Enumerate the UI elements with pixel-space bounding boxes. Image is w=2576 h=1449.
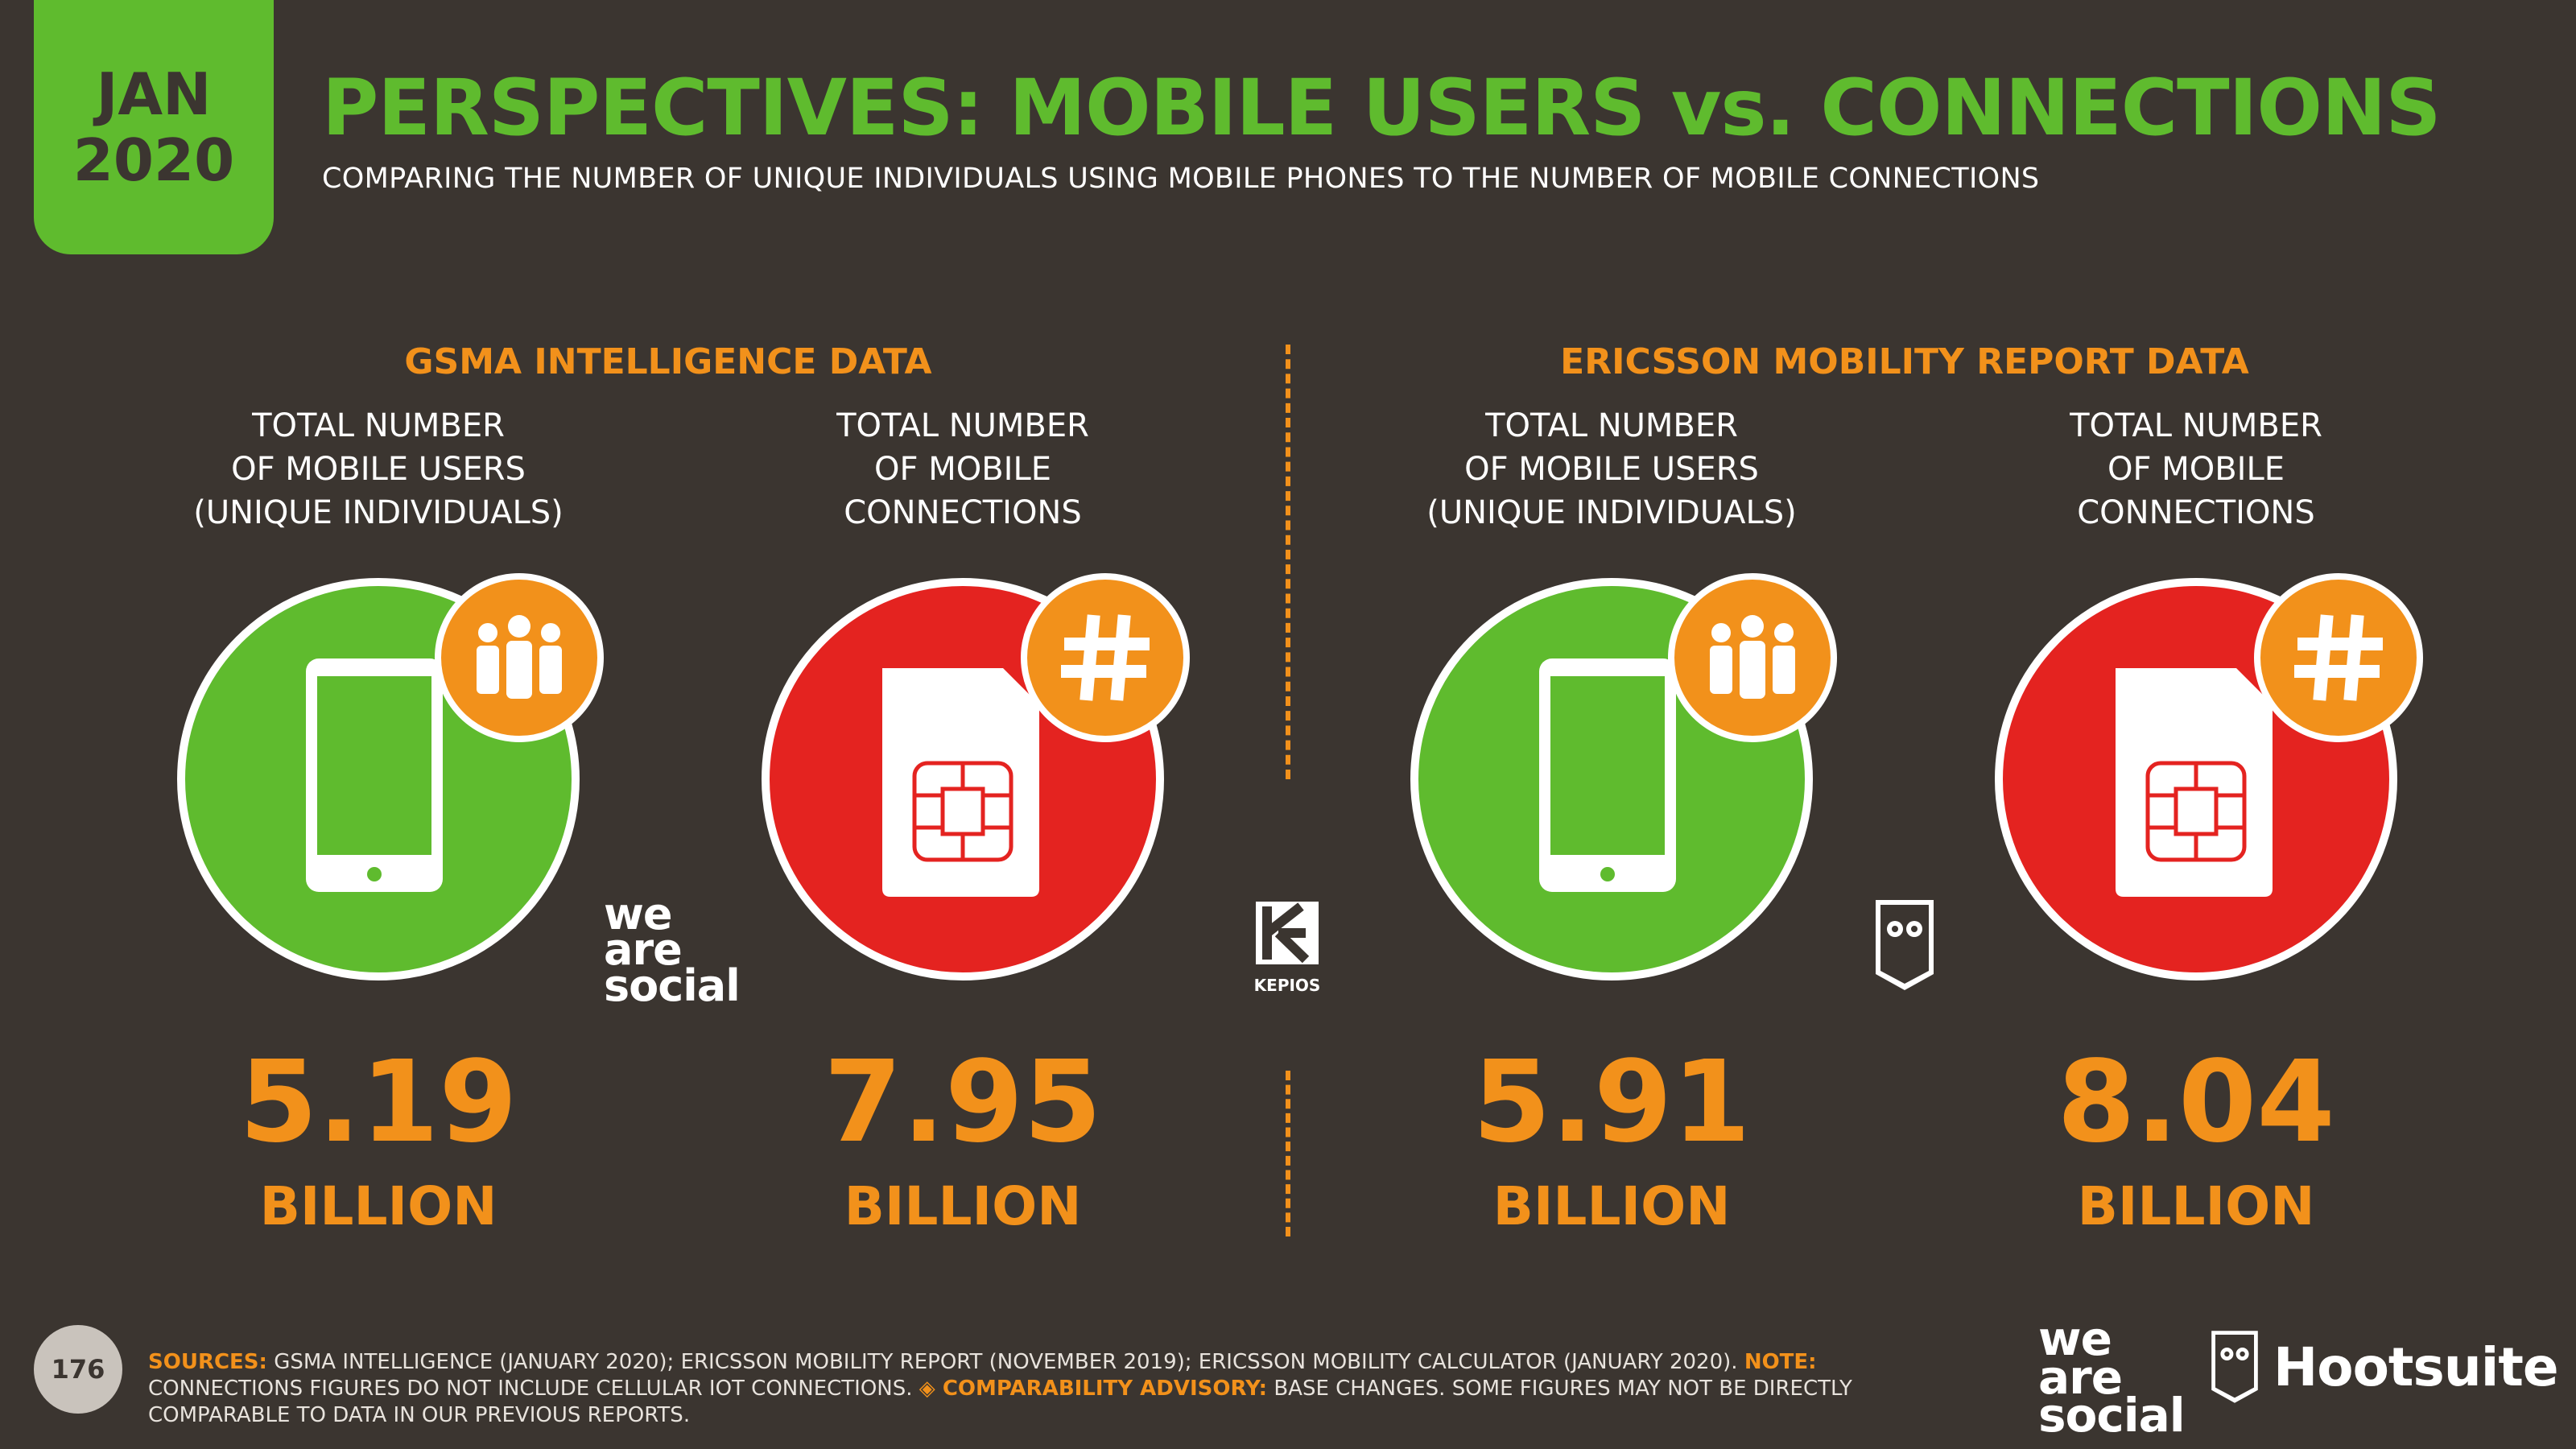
label-line: (UNIQUE INDIVIDUALS): [193, 494, 564, 531]
label-line: OF MOBILE USERS: [1464, 451, 1759, 488]
label-line: OF MOBILE: [874, 451, 1051, 488]
hootsuite-owl-logo: [1872, 897, 1937, 997]
logo-line: social: [2038, 1388, 2186, 1443]
section-heading-gsma: GSMA INTELLIGENCE DATA: [404, 341, 932, 382]
section-divider-top: [1286, 345, 1290, 779]
note-label: NOTE:: [1744, 1350, 1817, 1374]
label-line: OF MOBILE: [2107, 451, 2285, 488]
kepios-logo: KEPIOS: [1251, 898, 1323, 995]
label-line: TOTAL NUMBER: [252, 407, 505, 444]
sim-card-icon: [2116, 668, 2273, 897]
gsma-users-badge: [435, 573, 604, 742]
label-line: TOTAL NUMBER: [2070, 407, 2322, 444]
ericsson-users-value: 5.91: [1472, 1037, 1751, 1168]
ericsson-users-badge: [1668, 573, 1837, 742]
gsma-users-unit: BILLION: [259, 1175, 497, 1237]
logo-line: we: [604, 889, 673, 939]
ericsson-connections-value: 8.04: [2057, 1037, 2335, 1168]
kepios-label: KEPIOS: [1253, 976, 1321, 995]
we-are-social-logo: we are social: [604, 889, 741, 1011]
gsma-connections-unit: BILLION: [844, 1175, 1082, 1237]
label-line: CONNECTIONS: [844, 494, 1082, 531]
logo-line: we: [2038, 1311, 2112, 1366]
kepios-icon: [1256, 902, 1319, 964]
ericsson-connections-label: TOTAL NUMBER OF MOBILE CONNECTIONS: [1946, 404, 2446, 535]
logo-line: are: [604, 924, 683, 976]
section-heading-ericsson: ERICSSON MOBILITY REPORT DATA: [1560, 341, 2249, 382]
hash-icon: [2294, 614, 2383, 701]
gsma-connections-value: 7.95: [824, 1037, 1102, 1168]
ericsson-connections-badge: [2254, 573, 2423, 742]
label-line: (UNIQUE INDIVIDUALS): [1426, 494, 1797, 531]
mobile-phone-icon: [1539, 658, 1676, 892]
page-number: 176: [34, 1325, 122, 1414]
ericsson-users-label: TOTAL NUMBER OF MOBILE USERS (UNIQUE IND…: [1362, 404, 1861, 535]
hootsuite-footer-logo: Hootsuite: [2207, 1328, 2559, 1406]
sim-card-icon: [882, 668, 1039, 897]
gsma-users-label: TOTAL NUMBER OF MOBILE USERS (UNIQUE IND…: [129, 404, 628, 535]
owl-icon: [1876, 900, 1934, 990]
sources-label: SOURCES:: [148, 1350, 267, 1374]
label-line: TOTAL NUMBER: [1485, 407, 1738, 444]
gsma-connections-badge: [1021, 573, 1190, 742]
hootsuite-wordmark: Hootsuite: [2273, 1335, 2559, 1398]
mobile-phone-icon: [306, 658, 443, 892]
sources-text: GSMA INTELLIGENCE (JANUARY 2020); ERICSS…: [266, 1350, 1744, 1374]
note-text: CONNECTIONS FIGURES DO NOT INCLUDE CELLU…: [148, 1377, 919, 1401]
ericsson-users-unit: BILLION: [1492, 1175, 1731, 1237]
hash-icon: [1061, 614, 1150, 701]
page-title: PERSPECTIVES: MOBILE USERS vs. CONNECTIO…: [322, 63, 2441, 153]
gsma-connections-label: TOTAL NUMBER OF MOBILE CONNECTIONS: [713, 404, 1212, 535]
section-divider-bottom: [1286, 1071, 1290, 1236]
date-year: 2020: [72, 126, 235, 194]
owl-icon: [2211, 1331, 2258, 1403]
date-badge: JAN 2020: [34, 0, 274, 254]
label-line: CONNECTIONS: [2077, 494, 2315, 531]
date-month: JAN: [96, 60, 212, 128]
we-are-social-footer-logo: we are social: [2038, 1311, 2186, 1443]
logo-line: are: [2038, 1349, 2123, 1405]
label-line: TOTAL NUMBER: [836, 407, 1089, 444]
page-subtitle: COMPARING THE NUMBER OF UNIQUE INDIVIDUA…: [322, 163, 2040, 195]
people-icon: [477, 615, 562, 699]
gsma-users-value: 5.19: [239, 1037, 518, 1168]
label-line: OF MOBILE USERS: [231, 451, 526, 488]
advisory-label: ◈ COMPARABILITY ADVISORY:: [919, 1377, 1268, 1401]
people-icon: [1710, 615, 1795, 699]
logo-line: social: [604, 960, 741, 1011]
advisory-text: BASE CHANGES. SOME FIGURES MAY NOT BE DI…: [148, 1377, 1852, 1427]
footer-sources: SOURCES: GSMA INTELLIGENCE (JANUARY 2020…: [148, 1349, 1967, 1429]
ericsson-connections-unit: BILLION: [2077, 1175, 2315, 1237]
